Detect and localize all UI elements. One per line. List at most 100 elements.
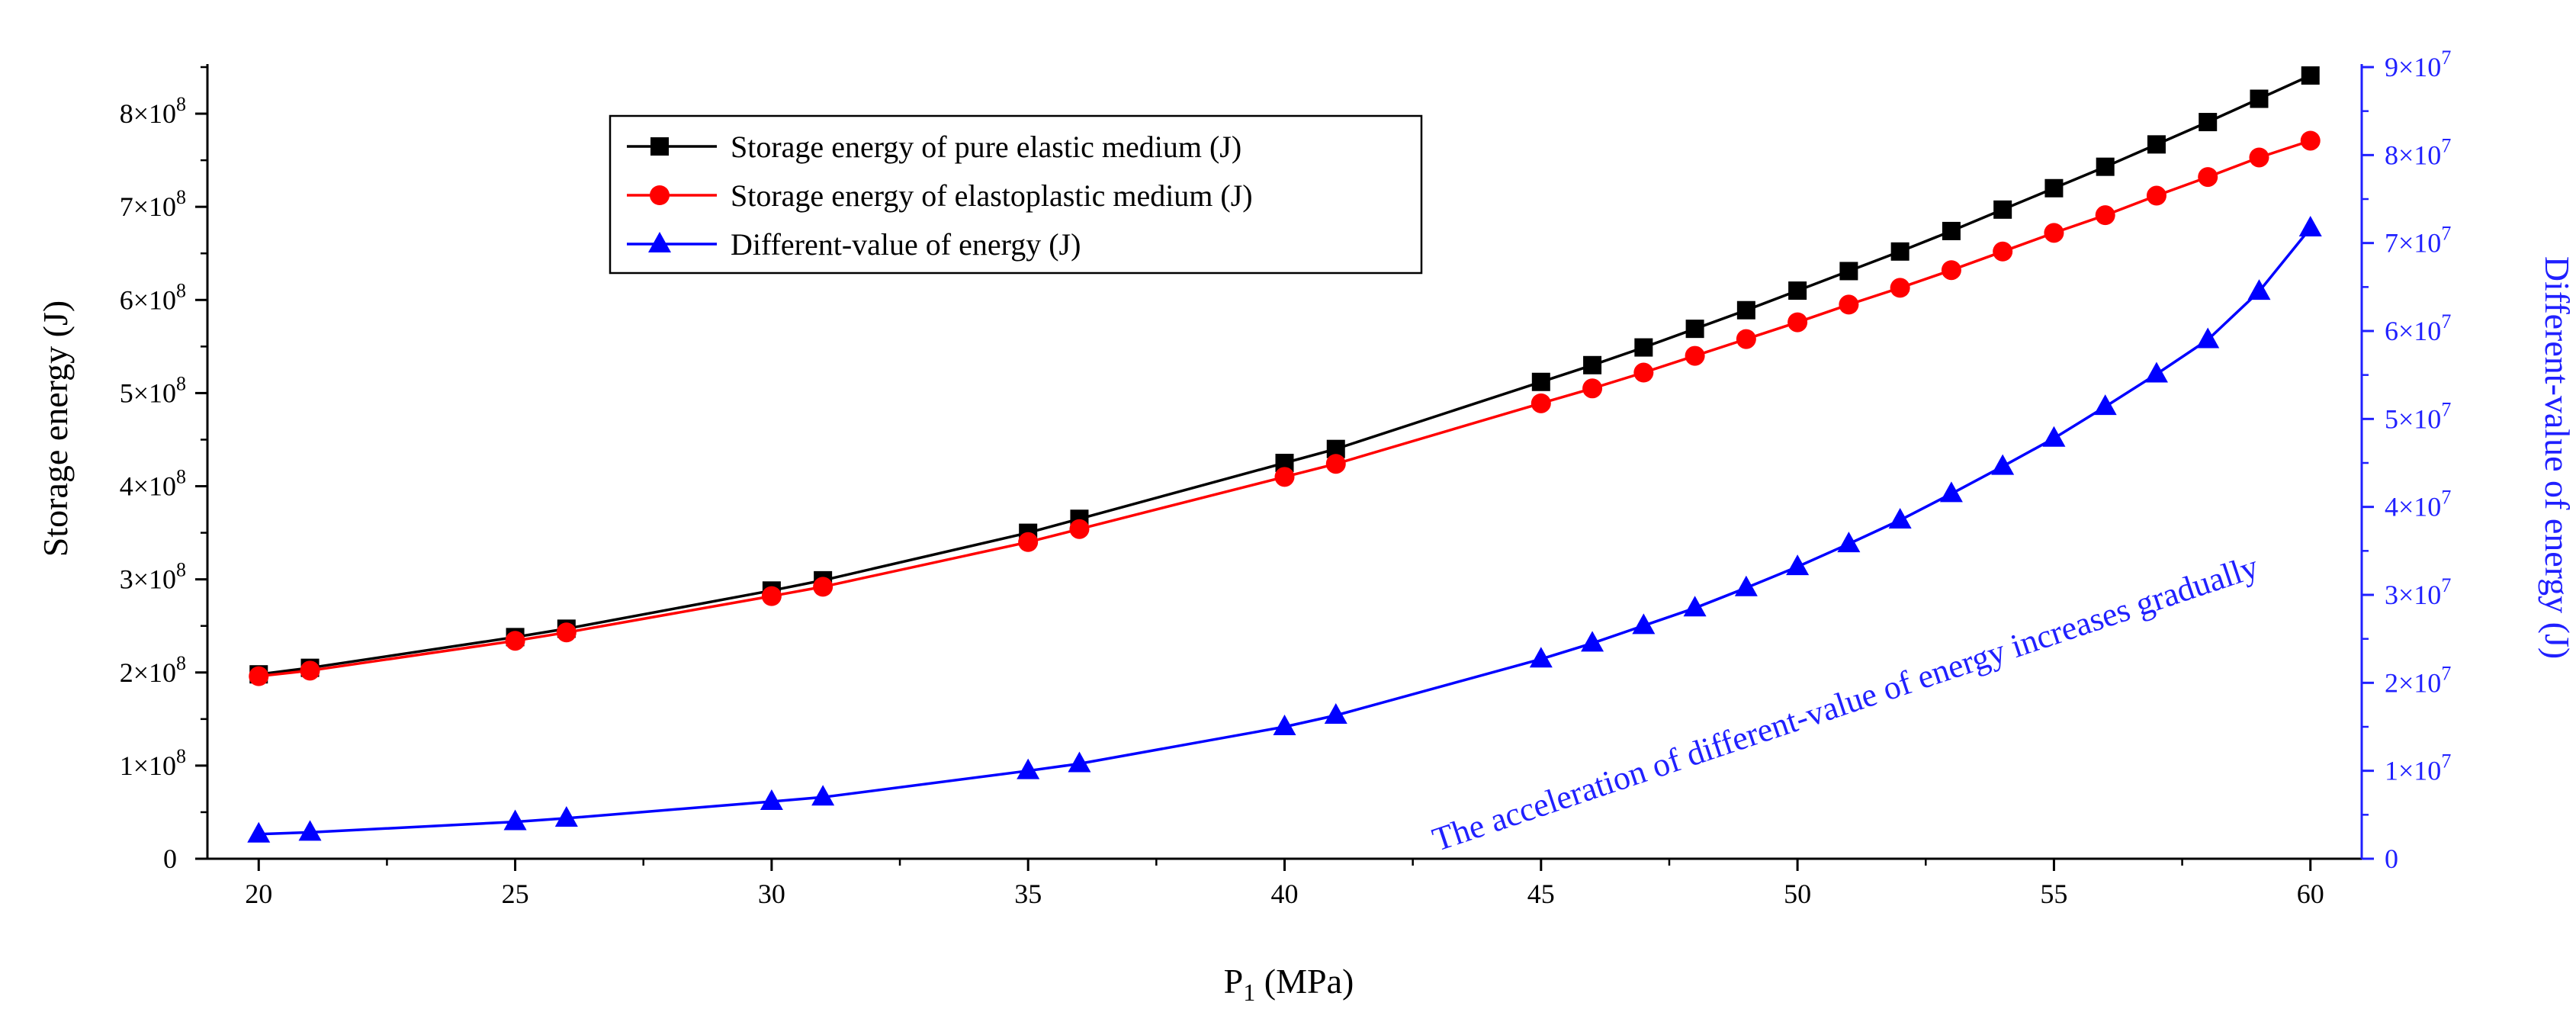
right-y-ticks: 01×1072×1073×1074×1075×1076×1077×1078×10… [2362, 47, 2451, 874]
data-point-energy-difference [2144, 361, 2168, 383]
legend: Storage energy of pure elastic medium (J… [609, 114, 1423, 275]
y2-tick-mantissa: 4×10 [2385, 492, 2441, 522]
y2-tick-label: 2×107 [2385, 662, 2451, 698]
y-tick-exponent: 8 [176, 559, 186, 581]
legend-marker-elastoplastic [650, 185, 670, 205]
y2-tick-mantissa: 8×10 [2385, 140, 2441, 170]
right-y-axis-title: Different-value of energy (J) [2538, 256, 2576, 659]
x-tick-label: 35 [1014, 879, 1042, 909]
y2-tick-exponent: 7 [2441, 223, 2451, 245]
y2-tick-exponent: 7 [2441, 574, 2451, 596]
y2-tick-label: 0 [2385, 843, 2398, 874]
y2-tick-label: 1×107 [2385, 750, 2451, 786]
x-tick-label: 45 [1527, 879, 1555, 909]
y-tick-exponent: 8 [176, 279, 186, 301]
y2-tick-mantissa: 9×10 [2385, 52, 2441, 82]
data-point-elastoplastic [1993, 241, 2013, 262]
data-point-pure-elastic [2147, 135, 2166, 154]
y2-tick-label: 4×107 [2385, 487, 2451, 522]
data-point-elastoplastic [1274, 467, 1295, 487]
y-tick-mantissa: 6×10 [120, 284, 176, 315]
data-point-elastoplastic [2300, 130, 2321, 151]
x-tick-label: 40 [1271, 879, 1299, 909]
y-tick-exponent: 8 [176, 466, 186, 488]
data-point-elastoplastic [300, 660, 320, 681]
data-point-pure-elastic [1531, 372, 1550, 391]
data-point-energy-difference [1068, 751, 1091, 773]
data-point-elastoplastic [1941, 260, 1961, 281]
data-point-elastoplastic [1890, 278, 1910, 298]
y2-tick-exponent: 7 [2441, 47, 2451, 69]
y2-tick-mantissa: 0 [2385, 843, 2398, 874]
y-tick-mantissa: 3×10 [120, 564, 176, 595]
y-tick-label: 6×108 [120, 279, 186, 315]
data-point-energy-difference [1273, 715, 1296, 735]
data-point-energy-difference [247, 821, 271, 843]
y-axis-title: Storage energy (J) [36, 300, 75, 557]
y2-tick-label: 9×107 [2385, 47, 2451, 82]
y2-tick-mantissa: 7×10 [2385, 228, 2441, 259]
data-point-elastoplastic [1069, 519, 1090, 539]
data-point-energy-difference [2042, 426, 2066, 447]
data-point-energy-difference [2298, 216, 2322, 237]
data-point-energy-difference [1786, 554, 1810, 576]
x-axis-title-subscript: 1 [1243, 978, 1255, 1006]
y-tick-mantissa: 2×10 [120, 657, 176, 688]
x-tick-label: 30 [758, 879, 785, 909]
y2-tick-exponent: 7 [2441, 310, 2451, 333]
y-tick-label: 1×108 [120, 745, 186, 781]
data-point-elastoplastic [2146, 185, 2166, 206]
data-point-elastoplastic [2249, 147, 2269, 168]
data-point-elastoplastic [505, 631, 525, 651]
data-point-elastoplastic [2044, 223, 2064, 243]
y-tick-mantissa: 1×10 [120, 750, 176, 781]
data-point-energy-difference [298, 820, 322, 841]
y2-tick-label: 6×107 [2385, 310, 2451, 346]
x-tick-label: 20 [245, 879, 272, 909]
data-point-pure-elastic [1890, 242, 1910, 261]
y-tick-label: 0 [163, 843, 177, 874]
x-tick-label: 25 [502, 879, 529, 909]
legend-label-pure-elastic: Storage energy of pure elastic medium (J… [731, 130, 1241, 164]
x-tick-label: 55 [2040, 879, 2067, 909]
y-tick-label: 4×108 [120, 466, 186, 502]
y2-tick-exponent: 7 [2441, 487, 2451, 509]
data-point-pure-elastic [1736, 300, 1755, 320]
data-point-pure-elastic [1993, 200, 2012, 219]
y2-tick-mantissa: 1×10 [2385, 756, 2441, 786]
y-tick-exponent: 8 [176, 186, 186, 208]
legend-marker-energy-difference [648, 232, 671, 252]
data-point-pure-elastic [1583, 355, 1602, 374]
data-point-energy-difference [503, 809, 527, 831]
data-point-energy-difference [2247, 279, 2271, 300]
data-point-pure-elastic [2096, 157, 2115, 176]
y2-tick-mantissa: 6×10 [2385, 316, 2441, 346]
data-point-elastoplastic [761, 586, 782, 606]
data-point-energy-difference [1939, 481, 1963, 503]
y2-tick-exponent: 7 [2441, 750, 2451, 773]
y-tick-label: 5×108 [120, 372, 186, 408]
x-axis-title-main: P [1224, 962, 1244, 1001]
series-layer [247, 66, 2322, 843]
y2-tick-mantissa: 5×10 [2385, 403, 2441, 434]
data-point-energy-difference [811, 785, 835, 806]
data-point-elastoplastic [556, 622, 577, 643]
x-axis-title: P1 (MPa) [1224, 962, 1354, 1006]
left-y-ticks: 01×1082×1083×1084×1085×1086×1087×1088×10… [120, 66, 207, 874]
data-point-pure-elastic [2301, 66, 2320, 85]
y2-tick-exponent: 7 [2441, 134, 2451, 156]
data-point-energy-difference [760, 789, 783, 811]
data-point-pure-elastic [1685, 320, 1704, 339]
y-tick-label: 3×108 [120, 559, 186, 595]
y-tick-exponent: 8 [176, 652, 186, 674]
x-tick-label: 50 [1784, 879, 1811, 909]
y-tick-exponent: 8 [176, 372, 186, 394]
data-point-pure-elastic [2044, 178, 2064, 198]
data-point-energy-difference [1734, 575, 1758, 596]
y-tick-label: 8×108 [120, 93, 186, 129]
data-point-elastoplastic [1582, 378, 1603, 399]
y-tick-mantissa: 8×10 [120, 98, 176, 129]
y-tick-label: 7×108 [120, 186, 186, 222]
data-point-elastoplastic [1018, 532, 1039, 552]
y2-tick-label: 7×107 [2385, 223, 2451, 259]
